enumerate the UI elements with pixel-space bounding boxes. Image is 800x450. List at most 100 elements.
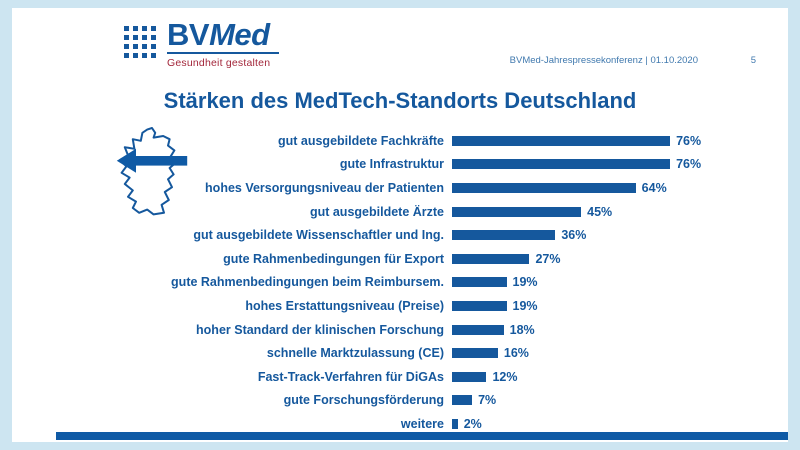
bar-value: 7%: [478, 393, 497, 408]
bar-track: 27%: [452, 252, 752, 266]
logo-underline: [167, 52, 279, 54]
chart-row: gut ausgebildete Ärzte 45%: [104, 200, 752, 224]
bar-value: 76%: [676, 133, 702, 148]
logo-dot: [142, 26, 147, 31]
bar: [452, 324, 504, 335]
slide: BVMed Gesundheit gestalten BVMed-Jahresp…: [12, 8, 788, 442]
bar: [452, 277, 507, 288]
event-info: BVMed-Jahrespressekonferenz | 01.10.2020: [509, 55, 698, 66]
bar: [452, 206, 582, 217]
chart-row: hoher Standard der klinischen Forschung 1…: [104, 318, 752, 342]
bar-value: 76%: [676, 157, 702, 172]
bar-value: 18%: [509, 322, 535, 337]
bar-label: gute Forschungsförderung: [283, 393, 444, 408]
bottom-accent-bar: [56, 432, 788, 440]
chart-row: gute Infrastruktur 76%: [104, 153, 752, 177]
slide-title: Stärken des MedTech-Standorts Deutschlan…: [163, 88, 637, 113]
bar-label: schnelle Marktzulassung (CE): [266, 346, 444, 361]
germany-map-icon: [112, 126, 192, 218]
chart-row: weitere 2%: [104, 412, 752, 436]
bar: [452, 395, 473, 406]
logo-text-bv: BV: [167, 17, 210, 52]
chart-row: gute Rahmenbedingungen beim Reimbursem. 1…: [104, 271, 752, 295]
bar: [452, 371, 487, 382]
bar-value: 27%: [535, 251, 561, 266]
bar-value: 45%: [587, 204, 613, 219]
bar-value: 19%: [512, 298, 538, 313]
logo-dot: [133, 35, 138, 40]
bar-track: 19%: [452, 299, 752, 313]
bar-label: Fast-Track-Verfahren für DiGAs: [257, 369, 444, 384]
chart-row: Fast-Track-Verfahren für DiGAs 12%: [104, 365, 752, 389]
bar: [452, 135, 671, 146]
bar-track: 76%: [452, 134, 752, 148]
chart-row: hohes Versorgungsniveau der Patienten 64%: [104, 176, 752, 200]
bar: [452, 253, 530, 264]
chart-row: gute Rahmenbedingungen für Export 27%: [104, 247, 752, 271]
bar-value: 19%: [512, 275, 538, 290]
chart-row: gute Forschungsförderung 7%: [104, 389, 752, 413]
logo-dot: [124, 44, 129, 49]
bar-value: 36%: [561, 228, 587, 243]
bvmed-logo: BVMed Gesundheit gestalten: [124, 18, 279, 69]
bar-track: 64%: [452, 181, 752, 195]
bar-track: 16%: [452, 346, 752, 360]
bar-track: 19%: [452, 275, 752, 289]
bar-label: gut ausgebildete Ärzte: [309, 204, 444, 219]
bar-track: 76%: [452, 157, 752, 171]
logo-dot: [124, 53, 129, 58]
bar: [452, 230, 556, 241]
bar-track: 2%: [452, 417, 752, 431]
logo-dot: [124, 26, 129, 31]
chart-row: hohes Erstattungsniveau (Preise) 19%: [104, 294, 752, 318]
logo-text-med: Med: [209, 17, 270, 52]
bar-value: 64%: [641, 180, 667, 195]
chart-row: gut ausgebildete Wissenschaftler und Ing…: [104, 223, 752, 247]
logo-dot: [133, 53, 138, 58]
bar-track: 18%: [452, 323, 752, 337]
bar-value: 2%: [463, 416, 482, 431]
logo-dot: [142, 53, 147, 58]
logo-text-block: BVMed Gesundheit gestalten: [167, 18, 279, 69]
logo-dot: [133, 44, 138, 49]
bar: [452, 300, 507, 311]
germany-map-svg: [116, 127, 188, 216]
bar-label: gute Rahmenbedingungen beim Reimbursem.: [171, 275, 444, 290]
bar-label: gut ausgebildete Fachkräfte: [277, 133, 444, 148]
bar: [452, 159, 671, 170]
bar-label: hohes Versorgungsniveau der Patienten: [205, 180, 444, 195]
bar-value: 16%: [503, 346, 529, 361]
logo-dots-icon: [124, 26, 156, 58]
logo-dot: [151, 53, 156, 58]
bar: [452, 348, 498, 359]
bar-label: gute Rahmenbedingungen für Export: [223, 251, 444, 266]
bar-label: hoher Standard der klinischen Forschung: [196, 322, 444, 337]
left-arrow-icon: [116, 148, 188, 173]
logo-dot: [151, 44, 156, 49]
logo-dot: [124, 35, 129, 40]
bar-label: gute Infrastruktur: [339, 157, 444, 172]
chart-row: schnelle Marktzulassung (CE) 16%: [104, 341, 752, 365]
bar-chart: gut ausgebildete Fachkräfte 76% gute Infra…: [104, 129, 752, 436]
bar: [452, 182, 636, 193]
bar-track: 7%: [452, 393, 752, 407]
page-number: 5: [750, 55, 756, 66]
bar-label: hohes Erstattungsniveau (Preise): [245, 298, 444, 313]
bar-track: 45%: [452, 205, 752, 219]
bar-track: 36%: [452, 228, 752, 242]
chart-row: gut ausgebildete Fachkräfte 76%: [104, 129, 752, 153]
logo-tagline: Gesundheit gestalten: [167, 57, 271, 69]
logo-dot: [142, 44, 147, 49]
bar: [452, 418, 458, 429]
bar-value: 12%: [492, 369, 518, 384]
bar-track: 12%: [452, 370, 752, 384]
logo-wordmark: BVMed: [167, 18, 279, 52]
logo-dot: [133, 26, 138, 31]
logo-dot: [151, 35, 156, 40]
logo-dot: [142, 35, 147, 40]
bar-chart-rows: gut ausgebildete Fachkräfte 76% gute Infra…: [104, 129, 752, 436]
bar-label: weitere: [400, 416, 444, 431]
bar-label: gut ausgebildete Wissenschaftler und Ing…: [193, 228, 444, 243]
logo-dot: [151, 26, 156, 31]
